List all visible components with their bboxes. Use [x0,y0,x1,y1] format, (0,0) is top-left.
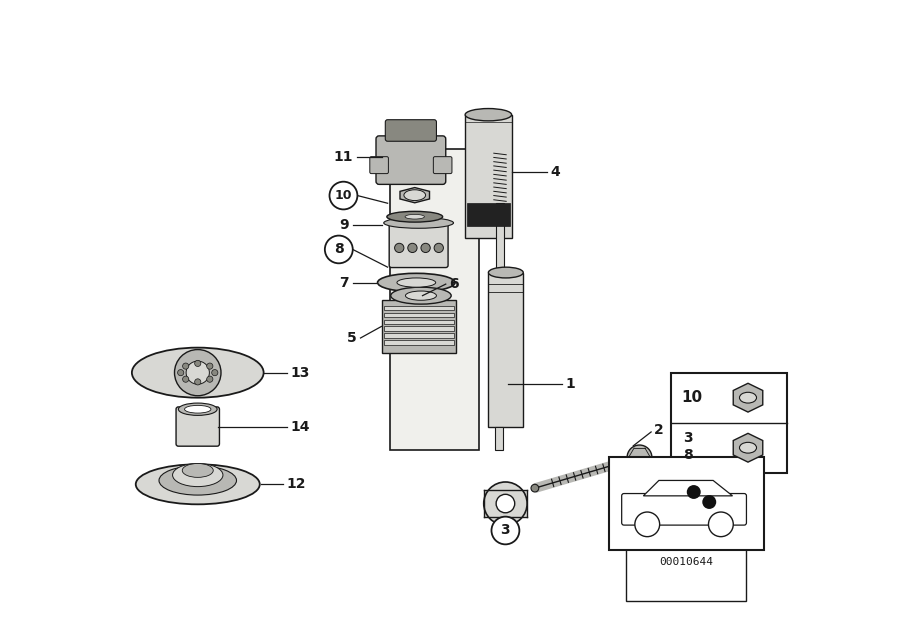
Polygon shape [400,187,429,203]
Circle shape [177,370,184,376]
FancyBboxPatch shape [382,300,455,354]
Circle shape [634,512,660,537]
FancyBboxPatch shape [383,333,454,338]
Circle shape [491,517,519,544]
Ellipse shape [404,190,426,201]
Circle shape [434,243,444,253]
Circle shape [531,485,539,492]
Ellipse shape [465,109,511,121]
FancyBboxPatch shape [389,220,448,267]
FancyBboxPatch shape [390,149,479,450]
FancyBboxPatch shape [496,203,504,272]
FancyBboxPatch shape [176,407,220,446]
FancyBboxPatch shape [465,115,511,238]
Circle shape [207,363,213,369]
Circle shape [194,379,201,385]
Circle shape [627,445,652,470]
Ellipse shape [173,464,223,486]
Polygon shape [734,433,763,462]
Circle shape [212,370,218,376]
Ellipse shape [405,291,436,300]
Ellipse shape [383,218,454,228]
Text: 13: 13 [291,366,310,380]
Text: 4: 4 [551,166,560,180]
Polygon shape [644,481,733,496]
Circle shape [496,494,515,513]
Text: 10: 10 [681,390,703,405]
FancyBboxPatch shape [622,493,746,525]
Text: 11: 11 [333,150,353,164]
Text: 00010644: 00010644 [659,558,713,568]
Ellipse shape [182,464,213,478]
Circle shape [194,360,201,366]
Text: 12: 12 [287,478,306,491]
FancyBboxPatch shape [489,272,523,427]
Circle shape [702,495,716,509]
Circle shape [207,376,213,382]
FancyBboxPatch shape [370,157,389,173]
FancyBboxPatch shape [434,157,452,173]
FancyBboxPatch shape [383,305,454,311]
Circle shape [325,236,353,264]
FancyBboxPatch shape [670,373,787,472]
Text: 10: 10 [335,189,352,202]
Ellipse shape [397,278,436,287]
FancyBboxPatch shape [385,120,436,141]
Circle shape [186,361,210,384]
Ellipse shape [136,464,260,504]
Ellipse shape [178,403,217,415]
Text: 3: 3 [500,523,510,537]
Circle shape [183,363,189,369]
Text: 7: 7 [339,276,349,290]
Ellipse shape [387,211,443,222]
Text: 8: 8 [683,448,692,462]
FancyBboxPatch shape [608,457,763,550]
Text: 6: 6 [450,277,459,291]
Ellipse shape [184,405,211,413]
Text: 9: 9 [339,218,349,232]
Text: 8: 8 [334,243,344,257]
Circle shape [687,485,701,499]
Ellipse shape [378,273,455,292]
Text: 5: 5 [346,331,356,345]
Circle shape [394,243,404,253]
FancyBboxPatch shape [376,136,446,184]
Ellipse shape [740,392,757,403]
Ellipse shape [159,466,237,495]
Circle shape [183,376,189,382]
FancyBboxPatch shape [383,326,454,331]
Ellipse shape [405,215,425,219]
FancyBboxPatch shape [383,319,454,324]
Ellipse shape [132,347,264,398]
FancyBboxPatch shape [483,490,527,518]
Polygon shape [734,384,763,412]
FancyBboxPatch shape [467,203,510,226]
Circle shape [483,482,527,525]
Ellipse shape [740,443,757,453]
Text: 1: 1 [566,377,576,391]
FancyBboxPatch shape [495,427,503,450]
FancyBboxPatch shape [383,312,454,318]
Circle shape [408,243,417,253]
Circle shape [421,243,430,253]
Ellipse shape [489,267,523,278]
Text: 2: 2 [653,424,663,438]
Circle shape [708,512,734,537]
FancyBboxPatch shape [383,340,454,345]
Circle shape [175,349,221,396]
Text: 3: 3 [683,431,692,444]
Ellipse shape [391,287,451,304]
Text: 14: 14 [291,420,310,434]
Circle shape [329,182,357,210]
